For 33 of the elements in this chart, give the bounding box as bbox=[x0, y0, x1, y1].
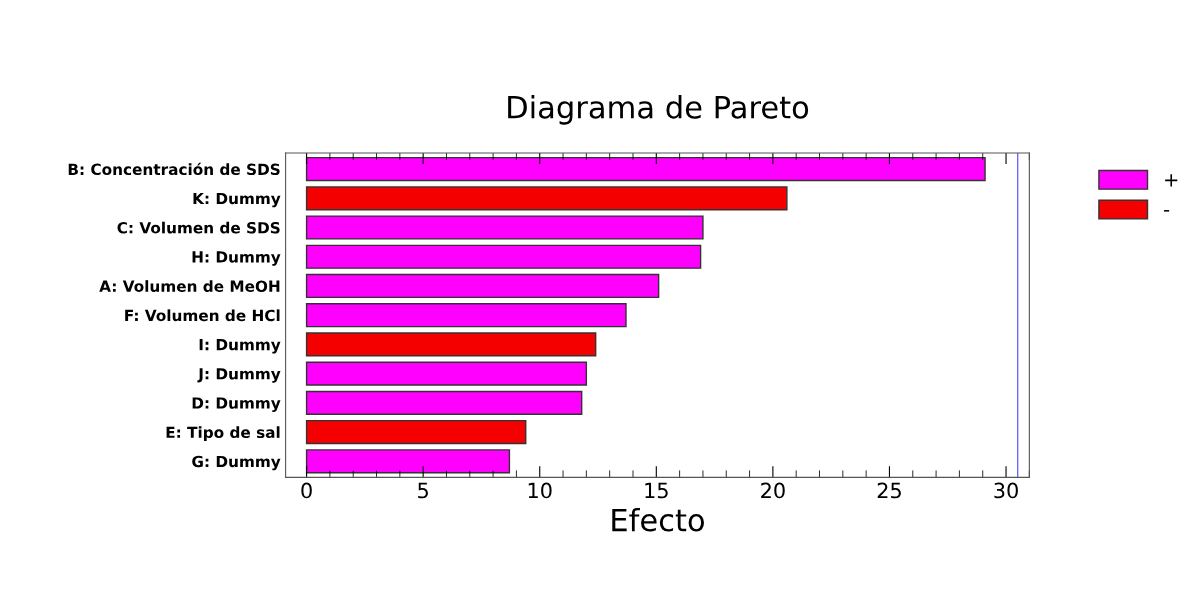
x-tick-label: 30 bbox=[994, 482, 1018, 499]
y-tick-label: A: Volumen de MeOH bbox=[99, 280, 280, 292]
y-tick-label: B: Concentración de SDS bbox=[68, 162, 280, 176]
x-tick-label: 10 bbox=[528, 482, 552, 499]
y-tick-label: D: Dummy bbox=[192, 397, 281, 412]
x-axis-title: Efecto bbox=[612, 507, 704, 532]
x-tick-label: 20 bbox=[761, 482, 785, 499]
chart-title: Diagrama de Pareto bbox=[508, 95, 809, 125]
y-tick-label: F: Volumen de HCl bbox=[125, 309, 280, 322]
bar bbox=[305, 244, 702, 269]
x-tick-label: 0 bbox=[301, 482, 312, 499]
y-tick-label: G: Dummy bbox=[192, 455, 281, 471]
x-tick-label: 5 bbox=[418, 482, 428, 499]
bar bbox=[305, 273, 660, 299]
bar bbox=[305, 449, 511, 474]
bar bbox=[305, 186, 788, 211]
bar bbox=[305, 390, 583, 415]
y-tick-label: H: Dummy bbox=[192, 251, 281, 266]
legend-label: + bbox=[1165, 174, 1178, 187]
y-tick-label: K: Dummy bbox=[193, 192, 281, 208]
bar bbox=[305, 332, 597, 357]
y-tick-label: E: Tipo de sal bbox=[166, 426, 280, 442]
bar bbox=[305, 215, 704, 240]
y-tick-label: I: Dummy bbox=[199, 339, 281, 354]
bar bbox=[305, 303, 627, 328]
y-tick-label: J: Dummy bbox=[197, 368, 281, 383]
bar bbox=[305, 156, 986, 182]
y-tick-label: C: Volumen de SDS bbox=[117, 221, 280, 234]
bar bbox=[305, 361, 588, 386]
x-tick-label: 25 bbox=[877, 482, 901, 499]
bar bbox=[305, 419, 527, 445]
x-tick-label: 15 bbox=[645, 482, 668, 499]
legend-label: - bbox=[1164, 210, 1170, 212]
